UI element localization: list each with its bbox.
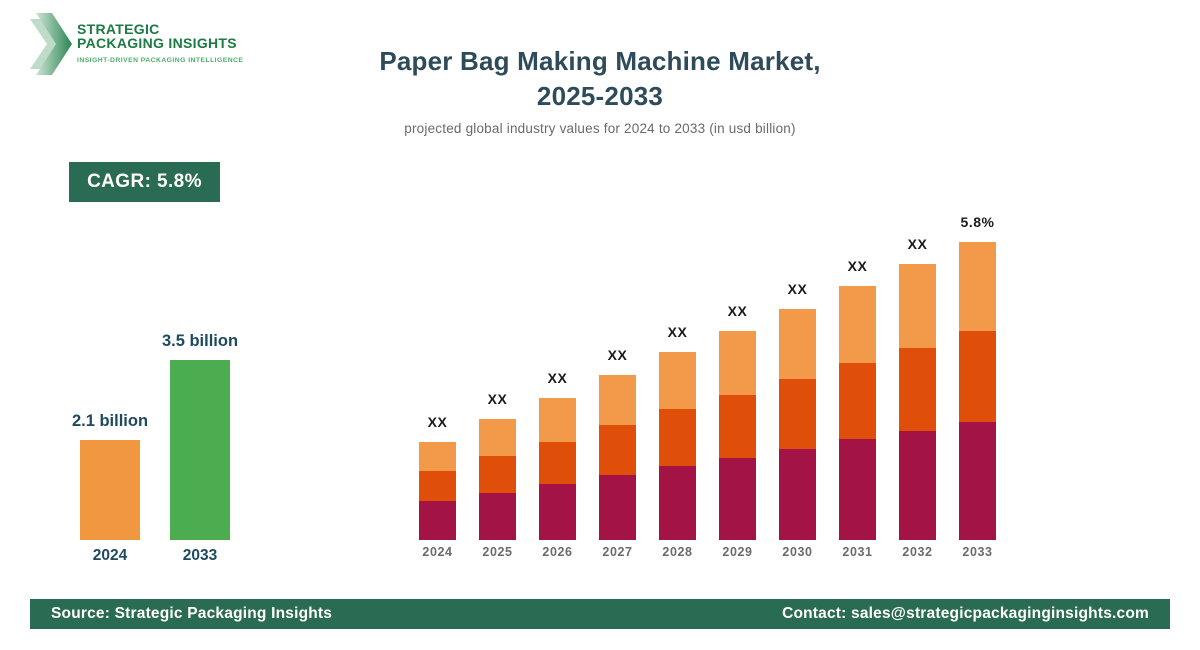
- bar-year-label: 2026: [542, 545, 573, 559]
- bar-segment-top: [719, 331, 756, 395]
- bar-segment-bottom: [719, 458, 756, 540]
- bar-segment-top: [659, 352, 696, 409]
- page-title-line1: Paper Bag Making Machine Market,: [379, 46, 821, 76]
- stacked-bar-group-2033: 5.8% 2033: [959, 214, 996, 559]
- stacked-bar-group-2024: XX 2024: [419, 414, 456, 559]
- bar-segment-middle: [959, 331, 996, 422]
- brand-tagline: INSIGHT-DRIVEN PACKAGING INTELLIGENCE: [77, 57, 244, 64]
- bar-value-label: XX: [487, 391, 508, 407]
- bar-segment-middle: [599, 425, 636, 475]
- chevron-back-shape: [30, 19, 61, 69]
- chevron-front-shape: [36, 13, 72, 75]
- bar-value-label: XX: [847, 258, 868, 274]
- bar-value-label: XX: [667, 324, 688, 340]
- bar-year-label: 2027: [602, 545, 633, 559]
- stacked-bar-2029: [719, 331, 756, 540]
- stacked-bar-group-2025: XX 2025: [479, 391, 516, 559]
- bar-value-label: XX: [787, 281, 808, 297]
- bar-segment-bottom: [899, 431, 936, 540]
- bar-year-label: 2030: [782, 545, 813, 559]
- cagr-badge: CAGR: 5.8%: [69, 162, 220, 202]
- stacked-bar-group-2031: XX 2031: [839, 258, 876, 559]
- stacked-bar-2027: [599, 375, 636, 540]
- brand-logo: STRATEGIC PACKAGING INSIGHTS INSIGHT-DRI…: [30, 13, 243, 75]
- brand-name-line2: PACKAGING INSIGHTS: [77, 35, 237, 51]
- bar-segment-top: [779, 309, 816, 379]
- bar-segment-bottom: [959, 422, 996, 540]
- bar-value-label: XX: [547, 370, 568, 386]
- stacked-bar-group-2027: XX 2027: [599, 347, 636, 559]
- page-subtitle: projected global industry values for 202…: [404, 121, 796, 136]
- stacked-bar-2028: [659, 352, 696, 540]
- stacked-bar-group-2032: XX 2032: [899, 236, 936, 559]
- summary-bar-year-label: 2024: [92, 547, 128, 564]
- bar-segment-middle: [839, 363, 876, 439]
- stacked-bar-2032: [899, 264, 936, 540]
- bar-segment-middle: [539, 442, 576, 484]
- bar-value-label: XX: [427, 414, 448, 430]
- bar-segment-middle: [779, 379, 816, 449]
- bar-segment-middle: [419, 471, 456, 501]
- summary-bar-value-label: 3.5 billion: [161, 332, 239, 350]
- page-title-line2: 2025-2033: [536, 81, 664, 111]
- bar-value-label: 5.8%: [960, 214, 995, 230]
- stacked-bar-2026: [539, 398, 576, 540]
- bar-value-label: XX: [907, 236, 928, 252]
- summary-bar-2024: [80, 440, 140, 540]
- bar-year-label: 2032: [902, 545, 933, 559]
- bar-year-label: 2024: [422, 545, 453, 559]
- bar-segment-bottom: [659, 466, 696, 540]
- bar-year-label: 2028: [662, 545, 693, 559]
- bar-segment-bottom: [479, 493, 516, 540]
- bar-year-label: 2029: [722, 545, 753, 559]
- summary-bar-group-2024: 2.1 billion 2024: [72, 412, 148, 564]
- bar-segment-top: [899, 264, 936, 348]
- bar-segment-top: [419, 442, 456, 471]
- stacked-bar-group-2028: XX 2028: [659, 324, 696, 559]
- bar-segment-bottom: [839, 439, 876, 540]
- brand-logo-text: STRATEGIC PACKAGING INSIGHTS INSIGHT-DRI…: [77, 13, 243, 64]
- summary-bar-2033: [170, 360, 230, 540]
- summary-bar-year-label: 2033: [182, 547, 218, 564]
- bar-segment-top: [839, 286, 876, 363]
- bar-value-label: XX: [727, 303, 748, 319]
- stacked-bar-2030: [779, 309, 816, 540]
- bar-year-label: 2025: [482, 545, 513, 559]
- title-block: Paper Bag Making Machine Market, 2025-20…: [250, 44, 950, 136]
- bar-segment-bottom: [419, 501, 456, 540]
- bar-segment-bottom: [599, 475, 636, 540]
- summary-bar-value-label: 2.1 billion: [71, 412, 149, 430]
- stacked-bar-2033: [959, 242, 996, 540]
- chevron-right-icon: [30, 13, 72, 75]
- bar-year-label: 2033: [962, 545, 993, 559]
- brand-name-line1: STRATEGIC: [77, 21, 160, 37]
- stacked-forecast-bar-chart: XX 2024 XX 2025 XX 2026 XX 2027 XX 2028 XX 2029 XX 20…: [419, 210, 997, 559]
- bar-segment-middle: [659, 409, 696, 466]
- source-text: Source: Strategic Packaging Insights: [51, 605, 333, 622]
- footer-bar: Source: Strategic Packaging Insights Con…: [30, 599, 1170, 629]
- stacked-bar-group-2030: XX 2030: [779, 281, 816, 559]
- bar-segment-top: [599, 375, 636, 425]
- bar-segment-bottom: [779, 449, 816, 540]
- stacked-bar-2024: [419, 442, 456, 540]
- bar-segment-top: [959, 242, 996, 331]
- bar-year-label: 2031: [842, 545, 873, 559]
- bar-segment-top: [539, 398, 576, 442]
- bar-value-label: XX: [607, 347, 628, 363]
- stacked-bar-2031: [839, 286, 876, 540]
- stacked-bar-group-2026: XX 2026: [539, 370, 576, 559]
- bar-segment-top: [479, 419, 516, 456]
- contact-text: Contact: sales@strategicpackaginginsight…: [782, 605, 1149, 622]
- bar-segment-middle: [719, 395, 756, 458]
- bar-segment-middle: [899, 348, 936, 431]
- bar-segment-bottom: [539, 484, 576, 540]
- stacked-bar-group-2029: XX 2029: [719, 303, 756, 559]
- stacked-bar-2025: [479, 419, 516, 540]
- summary-bar-group-2033: 3.5 billion 2033: [162, 332, 238, 564]
- summary-bar-chart: 2.1 billion 2024 3.5 billion 2033: [72, 332, 238, 564]
- bar-segment-middle: [479, 456, 516, 493]
